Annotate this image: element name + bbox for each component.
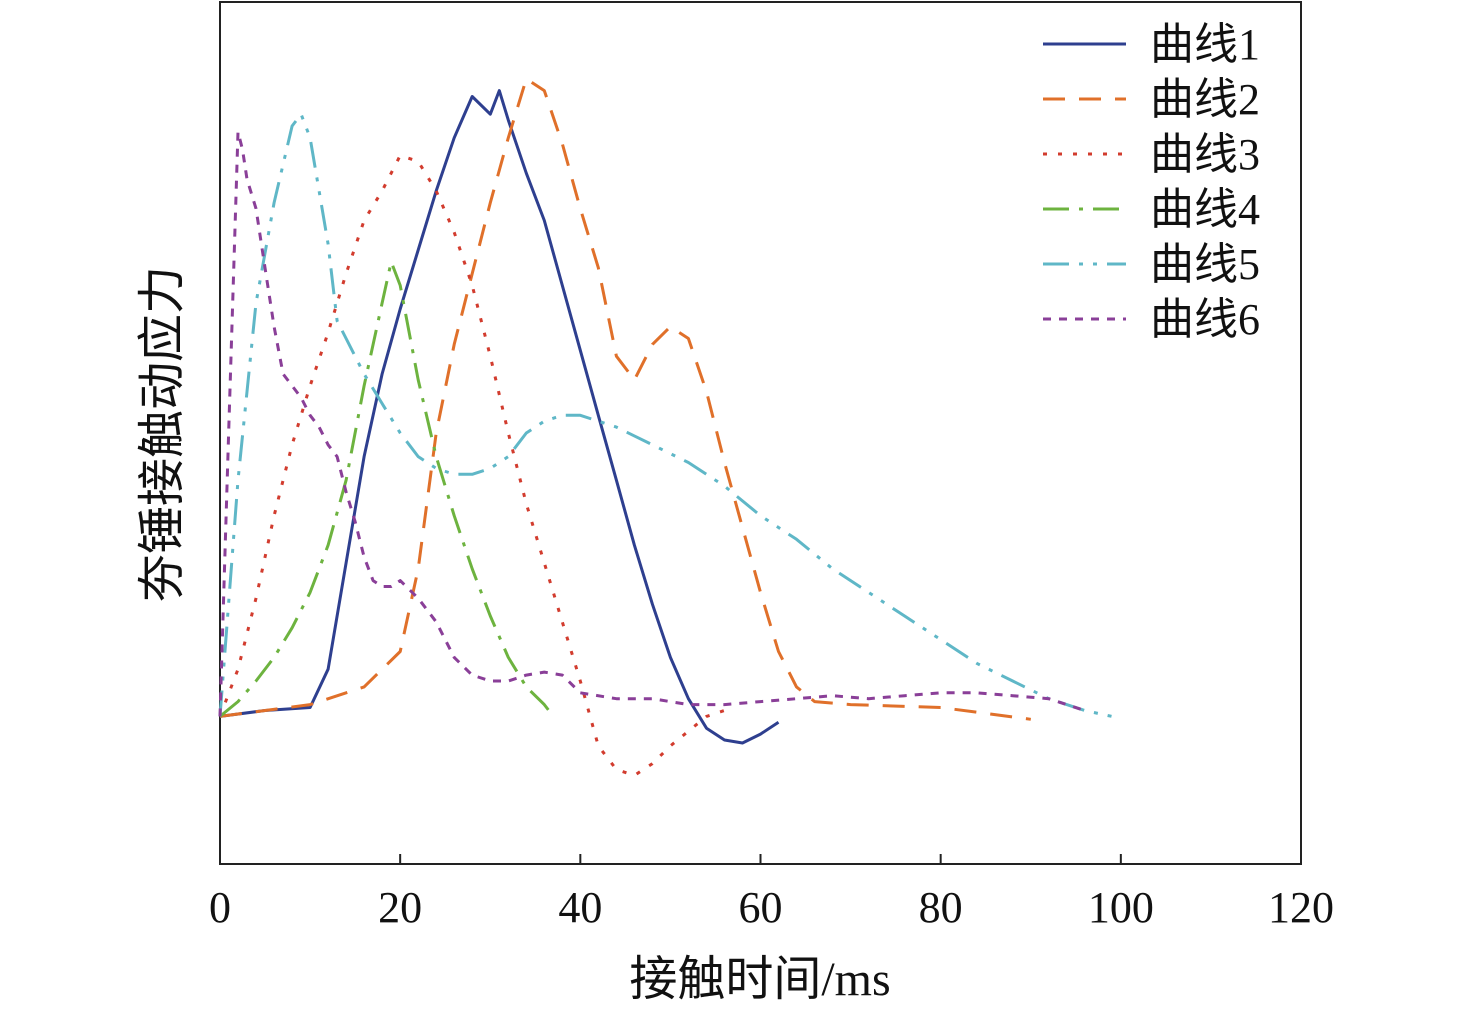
legend-label-3: 曲线3 (1150, 130, 1260, 179)
legend-label-4: 曲线4 (1150, 185, 1260, 234)
x-tick-label: 0 (209, 883, 231, 932)
legend-label-1: 曲线1 (1150, 20, 1260, 69)
series-line-2 (219, 77, 1031, 721)
legend-label-6: 曲线6 (1150, 295, 1260, 344)
legend-label-2: 曲线2 (1150, 75, 1260, 124)
legend-label-5: 曲线5 (1150, 240, 1260, 289)
series-layer (218, 77, 1113, 777)
series-line-5 (218, 112, 1113, 718)
series-line-1 (219, 89, 780, 745)
x-tick-label: 40 (558, 883, 602, 932)
x-tick-label: 100 (1088, 883, 1154, 932)
x-tick-label: 20 (378, 883, 422, 932)
x-axis-label: 接触时间/ms (629, 953, 890, 1006)
x-axis-ticks: 0 20 40 60 80 100 120 (209, 854, 1334, 932)
y-axis-label: 夯锤接触动应力 (136, 266, 189, 602)
series-line-3 (218, 154, 725, 777)
x-tick-label: 80 (919, 883, 963, 932)
x-tick-label: 60 (739, 883, 783, 932)
x-tick-label: 120 (1268, 883, 1334, 932)
series-line-4 (219, 260, 555, 718)
series-line-6 (218, 130, 1086, 717)
legend: 曲线1 曲线2 曲线3 曲线4 曲线5 曲线6 (1043, 20, 1260, 344)
